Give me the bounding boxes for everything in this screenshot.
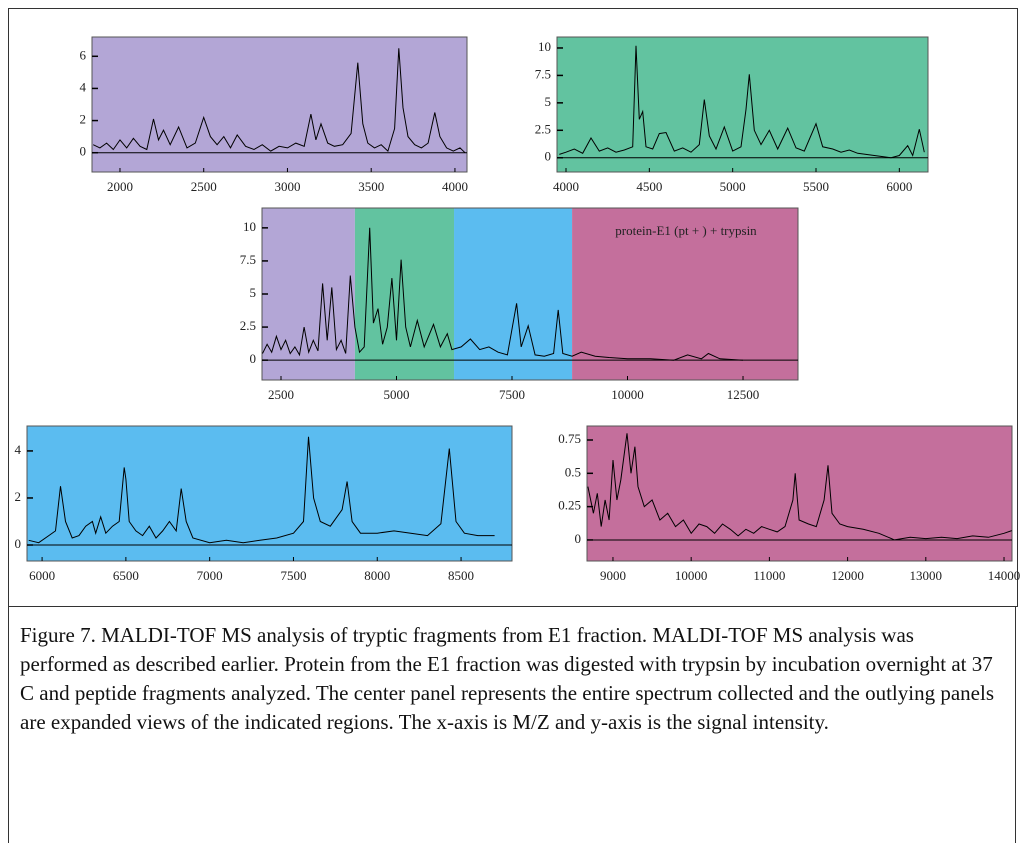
x-tick-label: 8000 (364, 568, 390, 583)
x-tick-label: 7500 (499, 387, 525, 402)
y-tick-label: 7.5 (240, 252, 256, 267)
spectrum-line (559, 45, 925, 159)
x-tick-label: 5000 (383, 387, 409, 402)
y-tick-label: 2 (80, 112, 87, 127)
annotation: protein-E1 (pt + ) + trypsin (615, 223, 757, 238)
x-tick-label: 7500 (280, 568, 306, 583)
y-tick-label: 6 (80, 47, 87, 62)
y-tick-label: 2.5 (535, 121, 551, 136)
spectrum-line (262, 227, 744, 361)
y-tick-label: 5 (545, 94, 552, 109)
y-tick-label: 0 (250, 351, 257, 366)
y-tick-label: 2.5 (240, 318, 256, 333)
plot-background (557, 37, 928, 172)
spectrum-line (587, 433, 1012, 541)
x-tick-label: 13000 (910, 568, 943, 583)
x-tick-label: 3000 (274, 179, 300, 194)
x-tick-label: 4000 (553, 179, 579, 194)
x-tick-label: 8500 (448, 568, 474, 583)
x-tick-label: 4500 (636, 179, 662, 194)
spectrum-line (92, 48, 466, 154)
y-tick-label: 0 (575, 531, 582, 546)
y-tick-label: 0.5 (565, 464, 581, 479)
plot-background (27, 426, 512, 561)
plot-frame (91, 36, 468, 173)
x-tick-label: 5000 (720, 179, 746, 194)
region (262, 208, 355, 380)
x-tick-label: 4000 (442, 179, 468, 194)
x-tick-label: 6000 (886, 179, 912, 194)
y-tick-label: 4 (80, 79, 87, 94)
x-tick-label: 10000 (675, 568, 708, 583)
x-tick-label: 5500 (803, 179, 829, 194)
x-tick-label: 2500 (191, 179, 217, 194)
plot-background (587, 426, 1012, 561)
y-tick-label: 2 (15, 489, 22, 504)
y-tick-label: 0 (80, 144, 87, 159)
x-tick-label: 7000 (197, 568, 223, 583)
spectrum-line (28, 436, 495, 544)
y-tick-label: 0.25 (558, 498, 581, 513)
x-tick-label: 10000 (611, 387, 644, 402)
x-tick-label: 2000 (107, 179, 133, 194)
plot-frame (586, 425, 1013, 562)
y-tick-label: 0 (545, 149, 552, 164)
y-tick-label: 10 (538, 39, 551, 54)
plot-background (92, 37, 467, 172)
x-tick-label: 11000 (753, 568, 785, 583)
region (354, 208, 455, 380)
y-tick-label: 0.75 (558, 431, 581, 446)
x-tick-label: 6000 (29, 568, 55, 583)
caption: Figure 7. MALDI-TOF MS analysis of trypt… (8, 606, 1016, 843)
y-tick-label: 7.5 (535, 66, 551, 81)
x-tick-label: 12000 (831, 568, 864, 583)
y-tick-label: 0 (15, 536, 22, 551)
region (572, 208, 798, 380)
x-tick-label: 3500 (358, 179, 384, 194)
x-tick-label: 9000 (600, 568, 626, 583)
y-tick-label: 10 (243, 219, 256, 234)
y-tick-label: 5 (250, 285, 257, 300)
x-tick-label: 2500 (268, 387, 294, 402)
x-tick-label: 12500 (727, 387, 760, 402)
region (454, 208, 573, 380)
x-tick-label: 6500 (113, 568, 139, 583)
plot-frame (26, 425, 513, 562)
x-tick-label: 14000 (988, 568, 1021, 583)
y-tick-label: 4 (15, 442, 22, 457)
plot-frame (556, 36, 929, 173)
